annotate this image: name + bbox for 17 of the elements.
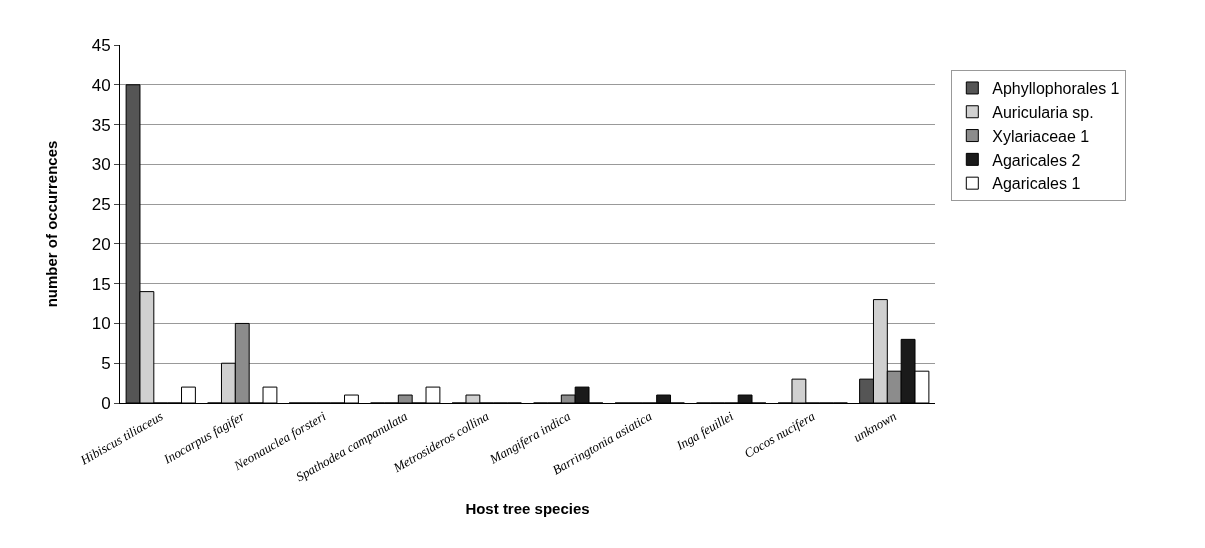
y-tick-label: 0 [101, 393, 111, 413]
y-tick-label: 25 [91, 195, 111, 215]
x-axis-title: Host tree species [465, 500, 590, 518]
y-tick-label: 45 [91, 35, 111, 55]
legend-label: Agaricales 2 [992, 151, 1081, 169]
legend-label: Agaricales 1 [992, 175, 1081, 193]
y-tick-label: 10 [91, 314, 111, 334]
legend-label: Aphyllophorales 1 [992, 80, 1120, 98]
y-tick-label: 20 [91, 234, 111, 254]
y-tick-label: 5 [101, 354, 111, 374]
y-tick-label: 30 [91, 155, 111, 175]
y-tick-label: 35 [91, 115, 111, 135]
y-tick-label: 40 [91, 75, 111, 95]
legend-label: Auricularia sp. [992, 104, 1094, 121]
y-axis-title: number of occurrences [42, 140, 60, 308]
legend-label: Xylariaceae 1 [992, 127, 1090, 145]
y-tick-label: 15 [91, 274, 111, 294]
